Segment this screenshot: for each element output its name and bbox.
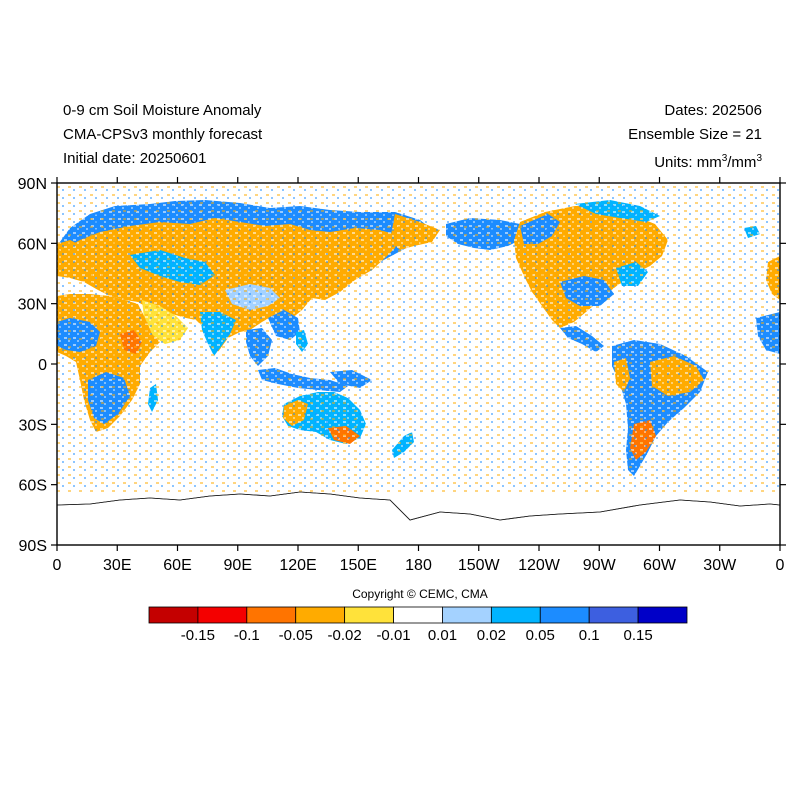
lon-label: 30E <box>103 557 131 574</box>
lat-label: 90S <box>19 538 47 555</box>
units-label: Units: mm3/mm3 <box>654 153 762 171</box>
lat-label: 90N <box>18 176 47 193</box>
lat-label: 30N <box>18 297 47 314</box>
lon-label: 90W <box>583 557 617 574</box>
lon-label: 90E <box>224 557 252 574</box>
land-anomaly-layer <box>57 183 780 545</box>
lon-label: 60E <box>163 557 191 574</box>
lon-label: 150E <box>340 557 377 574</box>
lat-label: 30S <box>19 417 47 434</box>
ensemble-size: Ensemble Size = 21 <box>628 126 762 143</box>
lon-label: 180 <box>405 557 432 574</box>
lon-label: 0 <box>776 557 785 574</box>
longitude-labels: 0 30E 60E 90E 120E 150E 180 150W 120W 90W 60W 30W 0 <box>53 557 785 574</box>
lat-label: 60N <box>18 236 47 253</box>
lon-label: 60W <box>643 557 677 574</box>
latitude-labels: 90N 60N 30N 0 30S 60S 90S <box>18 176 47 555</box>
lat-label: 60S <box>19 478 47 495</box>
dates-label: Dates: 202506 <box>664 102 762 119</box>
model-subtitle: CMA-CPSv3 monthly forecast <box>63 126 263 143</box>
map-title: 0-9 cm Soil Moisture Anomaly <box>63 102 262 119</box>
lon-label: 150W <box>458 557 501 574</box>
lon-label: 0 <box>53 557 62 574</box>
lon-label: 120W <box>518 557 561 574</box>
lon-label: 120E <box>279 557 316 574</box>
initial-date: Initial date: 20250601 <box>63 150 207 167</box>
axis-ticks <box>51 177 786 551</box>
lat-label: 0 <box>38 357 47 374</box>
lon-label: 30W <box>703 557 737 574</box>
copyright-notice: Copyright © CEMC, CMA <box>352 587 488 601</box>
